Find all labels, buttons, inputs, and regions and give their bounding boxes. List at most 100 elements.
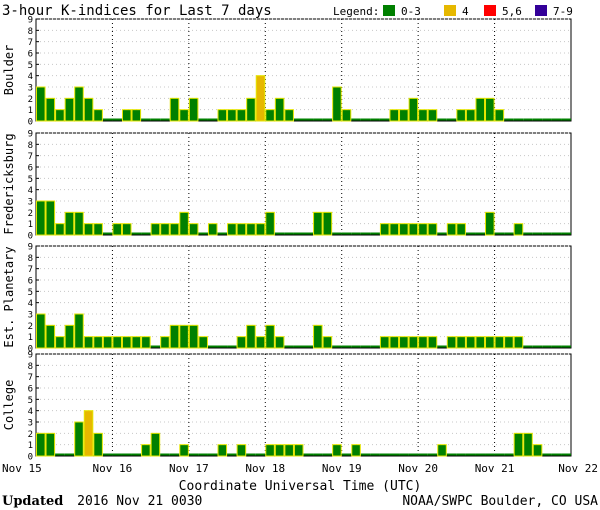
bar <box>93 223 103 236</box>
bar <box>408 336 419 349</box>
bar <box>446 336 457 349</box>
bar <box>265 211 275 236</box>
legend-title: Legend: <box>333 5 379 18</box>
bar <box>93 432 103 457</box>
y-tick-label: 8 <box>28 27 33 37</box>
x-tick-label: Nov 20 <box>398 462 438 475</box>
y-tick-label: 3 <box>28 198 33 208</box>
bar <box>322 211 333 236</box>
bar <box>179 211 189 236</box>
y-tick-label: 7 <box>28 152 33 162</box>
bar <box>83 223 94 236</box>
updated-label: Updated <box>2 494 63 509</box>
bar <box>408 97 419 122</box>
bar <box>389 223 400 236</box>
y-tick-label: 8 <box>28 141 33 151</box>
y-tick-label: 2 <box>28 430 33 440</box>
legend-swatch-1 <box>383 5 395 16</box>
legend-label-4: 7-9 <box>553 5 573 18</box>
bar <box>513 432 524 457</box>
panel-2: 0 123 456 789 Fredericksburg <box>2 130 572 242</box>
bar <box>64 211 75 236</box>
x-tick-label: Nov 22 <box>558 462 598 475</box>
bar <box>227 223 237 236</box>
bar <box>141 444 151 457</box>
y-tick-label: 0 <box>28 232 33 242</box>
y-tick-label: 6 <box>28 277 33 287</box>
panel-1: 0 123 456 789 Boulder <box>2 16 572 128</box>
bar <box>504 336 514 349</box>
bar <box>399 223 409 236</box>
bar <box>150 223 161 236</box>
bar <box>45 97 56 122</box>
bar <box>246 223 256 236</box>
bar <box>198 336 208 349</box>
bar <box>427 109 438 122</box>
y-tick-label: 9 <box>28 243 33 253</box>
panel-3: 0 123 456 789 Est. Planetary <box>2 243 572 355</box>
bar <box>513 223 524 236</box>
y-tick-label: 7 <box>28 265 33 275</box>
bar <box>351 444 361 457</box>
bar <box>236 336 247 349</box>
bar <box>465 109 476 122</box>
bar <box>427 223 438 236</box>
y-tick-label: 5 <box>28 288 33 298</box>
bar <box>255 336 266 349</box>
bar <box>485 211 495 236</box>
x-tick-label: Nov 19 <box>322 462 362 475</box>
bar <box>494 336 505 349</box>
bar <box>93 336 103 349</box>
bar <box>494 109 505 122</box>
bar <box>74 421 84 457</box>
bar <box>418 336 428 349</box>
bar <box>246 97 256 122</box>
y-tick-label: 4 <box>28 299 33 309</box>
bar <box>293 444 304 457</box>
bar <box>169 223 180 236</box>
bar <box>169 97 180 122</box>
y-tick-label: 7 <box>28 38 33 48</box>
legend-swatch-2 <box>444 5 456 16</box>
legend-label-3: 5,6 <box>502 5 522 18</box>
y-tick-label: 9 <box>28 351 33 361</box>
y-tick-label: 3 <box>28 311 33 321</box>
bar <box>36 313 46 349</box>
bar <box>265 444 275 457</box>
y-tick-label: 6 <box>28 164 33 174</box>
bar <box>74 313 84 349</box>
bar <box>284 444 294 457</box>
bar <box>131 336 142 349</box>
bar <box>121 223 132 236</box>
bar <box>418 109 428 122</box>
legend: Legend: 0-3 4 5,6 7-9 <box>333 5 573 18</box>
bar <box>332 86 342 122</box>
bar <box>179 444 189 457</box>
y-tick-label: 6 <box>28 50 33 60</box>
bar <box>141 336 151 349</box>
x-tick-label: Nov 17 <box>169 462 209 475</box>
bar <box>160 336 170 349</box>
y-tick-label: 4 <box>28 186 33 196</box>
bar <box>465 336 476 349</box>
station-label: Boulder <box>2 45 16 96</box>
bar <box>188 97 199 122</box>
y-tick-label: 3 <box>28 84 33 94</box>
panels: 0123456789Boulder0123456789Fredericksbur… <box>2 16 572 463</box>
bar <box>408 223 419 236</box>
x-tick-label: Nov 15 <box>2 462 42 475</box>
y-tick-label: 8 <box>28 254 33 264</box>
y-tick-label: 1 <box>28 106 33 116</box>
bar <box>121 109 132 122</box>
bar <box>112 336 122 349</box>
bar <box>332 444 342 457</box>
bar <box>207 223 218 236</box>
bar <box>36 86 46 122</box>
bar <box>179 109 189 122</box>
bar <box>485 336 495 349</box>
y-tick-label: 1 <box>28 441 33 451</box>
bar <box>475 336 486 349</box>
bar <box>83 97 94 122</box>
x-tick-label: Nov 16 <box>93 462 133 475</box>
